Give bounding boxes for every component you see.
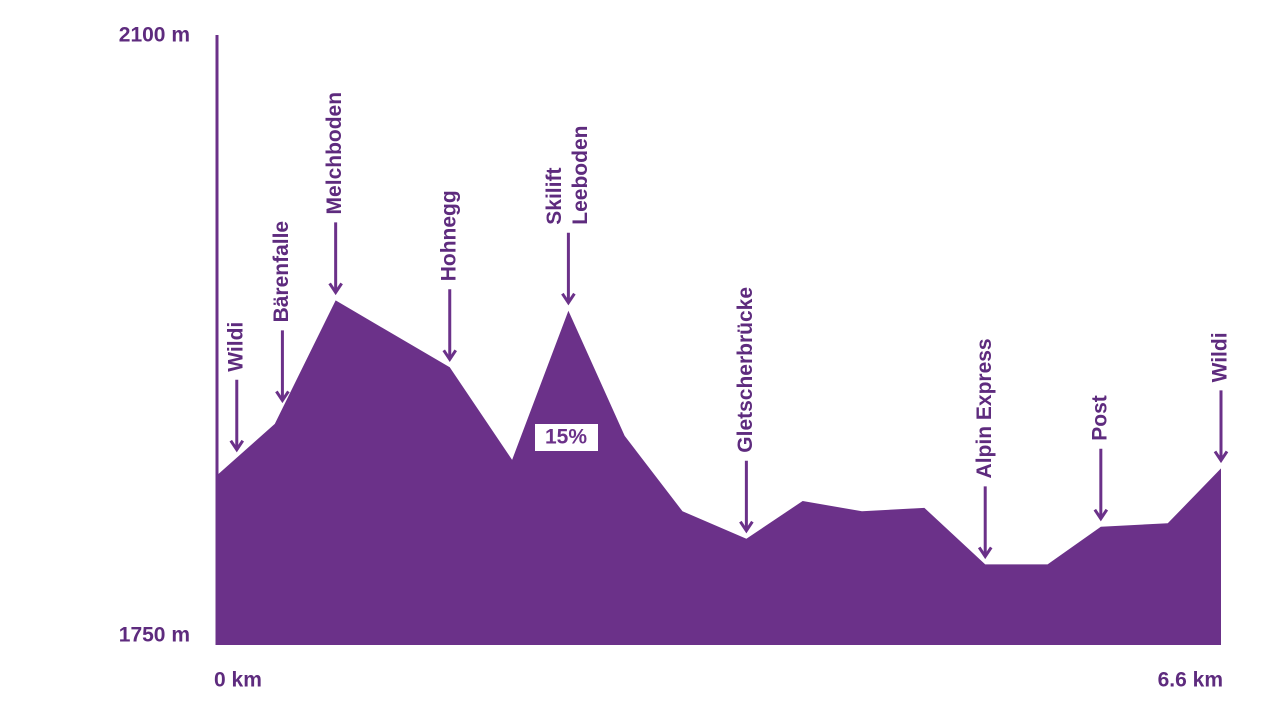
stop-arrowhead [561,292,576,306]
stop-label: Wildi [224,322,247,372]
gradient-label: 15% [545,426,587,449]
stop-label: Alpin Express [973,338,996,478]
stop-marker: Alpin Express [973,338,996,560]
stop-arrowhead [1093,508,1109,522]
elevation-area [217,300,1221,645]
stop-arrowhead [328,282,343,296]
x-tick-label: 0 km [214,669,262,692]
stop-label: Skilift [543,168,566,225]
stop-marker: Hohnegg [437,190,460,362]
stop-label: Post [1088,395,1111,441]
stop-marker: Post [1088,395,1111,522]
stop-marker: Gletscherbrücke [734,287,757,534]
stop-arrowhead [275,390,290,404]
stop-label: Leeboden [569,126,592,225]
stop-arrowhead [977,546,993,560]
stop-marker: Melchboden [323,92,346,296]
stop-arrowhead [739,520,754,534]
stop-label: Hohnegg [437,190,460,281]
gradient-badge [535,424,598,451]
stop-label: Bärenfalle [270,221,293,323]
stop-marker: Wildi [224,322,247,453]
stop-label: Melchboden [323,92,346,215]
stop-marker: Wildi [1209,332,1232,464]
y-tick-label: 1750 m [119,624,190,647]
stop-arrowhead [1213,450,1229,464]
stop-arrowhead [229,439,245,453]
x-tick-label: 6.6 km [1158,669,1223,692]
stop-marker: Bärenfalle [270,221,293,404]
stop-marker: Skilift Leeboden [543,126,592,306]
y-tick-label: 2100 m [119,24,190,47]
stop-label: Gletscherbrücke [734,287,757,453]
stop-label: Wildi [1209,332,1232,382]
stop-arrowhead [442,349,457,362]
